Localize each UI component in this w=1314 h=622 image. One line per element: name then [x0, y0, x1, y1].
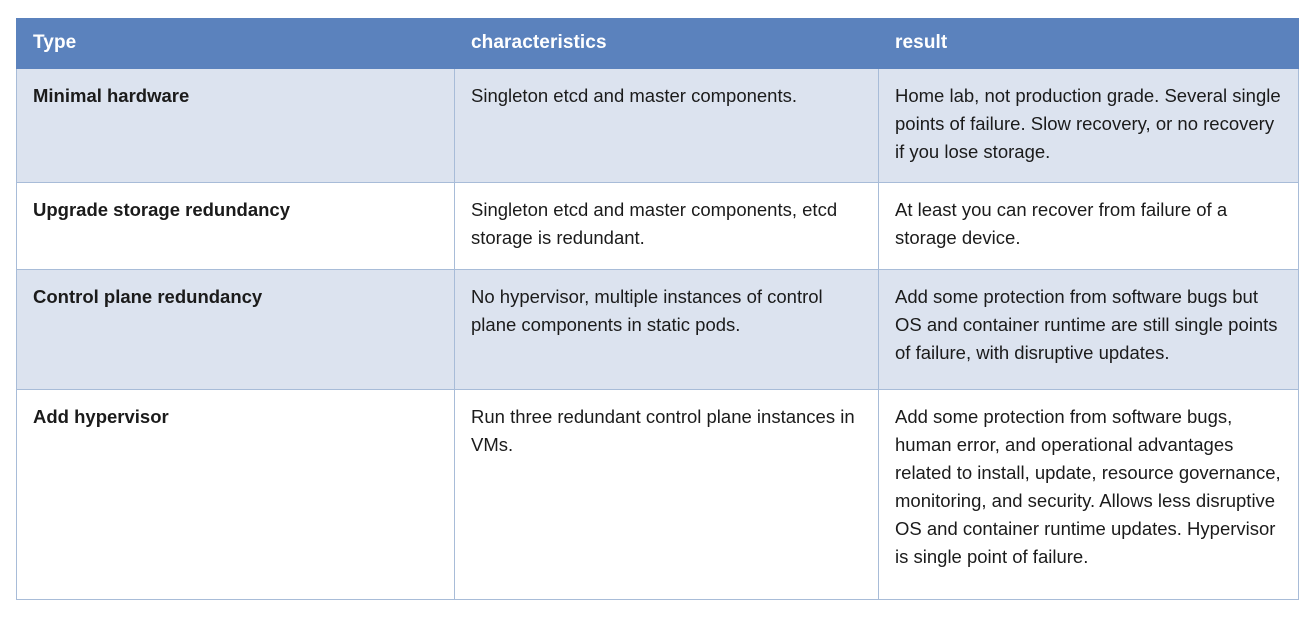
- table-row: Add hypervisor Run three redundant contr…: [16, 388, 1299, 600]
- cell-characteristics: Run three redundant control plane instan…: [454, 388, 879, 600]
- table-row: Upgrade storage redundancy Singleton etc…: [16, 182, 1299, 270]
- cell-result: Home lab, not production grade. Several …: [878, 67, 1299, 184]
- table-header: Type characteristics result: [16, 18, 1299, 69]
- clipped-text-above-table: [0, 0, 1314, 8]
- comparison-table-container: Type characteristics result Minimal hard…: [16, 18, 1299, 600]
- cell-type: Upgrade storage redundancy: [16, 182, 455, 270]
- cell-result: At least you can recover from failure of…: [878, 182, 1299, 270]
- cell-result: Add some protection from software bugs b…: [878, 268, 1299, 390]
- cell-type: Minimal hardware: [16, 67, 455, 184]
- cell-characteristics: Singleton etcd and master components.: [454, 67, 879, 184]
- cell-characteristics: No hypervisor, multiple instances of con…: [454, 268, 879, 390]
- table-row: Minimal hardware Singleton etcd and mast…: [16, 67, 1299, 184]
- cell-characteristics: Singleton etcd and master components, et…: [454, 182, 879, 270]
- table-row: Control plane redundancy No hypervisor, …: [16, 268, 1299, 390]
- cell-type: Control plane redundancy: [16, 268, 455, 390]
- column-header-type[interactable]: Type: [16, 18, 455, 69]
- table-header-row: Type characteristics result: [16, 18, 1299, 69]
- column-header-result[interactable]: result: [878, 18, 1299, 69]
- cell-result: Add some protection from software bugs, …: [878, 388, 1299, 600]
- comparison-table: Type characteristics result Minimal hard…: [16, 18, 1299, 600]
- cell-type: Add hypervisor: [16, 388, 455, 600]
- column-header-characteristics[interactable]: characteristics: [454, 18, 879, 69]
- table-body: Minimal hardware Singleton etcd and mast…: [16, 67, 1299, 600]
